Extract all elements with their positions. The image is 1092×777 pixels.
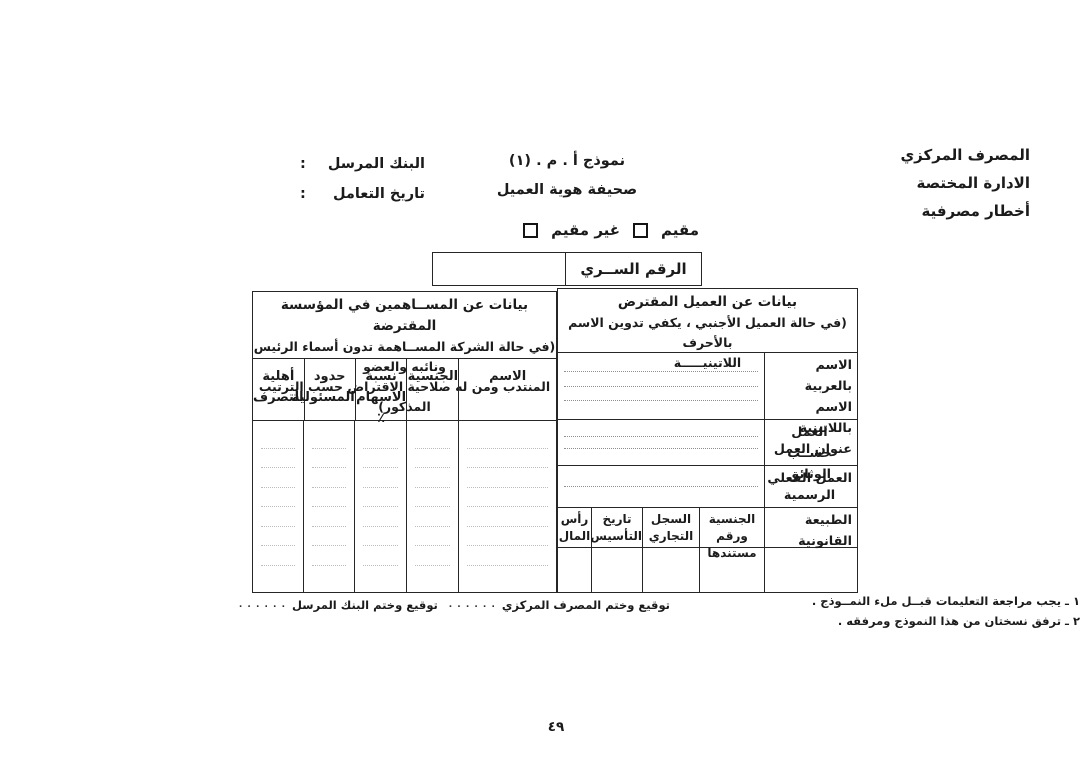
shareholders-table-subtitle-1: (في حالة الشركة المســاهمة تدون أسماء ال… (253, 339, 556, 374)
borrower-table-subtitle-1: (في حالة العميل الأجنبي ، يكفي تدوين الا… (568, 315, 847, 350)
commercial-register-header-line1: السجل (650, 512, 692, 526)
borrower-table-title: بيانات عن العميل المقترض (617, 294, 798, 310)
sending-bank-signature-line[interactable]: . . . . . . . . . . . . . . . . . (234, 600, 287, 610)
residency-row: مقيم غير مقيم (523, 221, 699, 239)
shareholders-column-headers: الاسم الجنسية نسبة الاسهام ٪ حدود المسئو… (253, 359, 556, 426)
nationality-header-line1: الجنسية (708, 512, 756, 526)
transaction-date-value[interactable] (306, 179, 333, 209)
share-percentage-header: نسبة الاسهام ٪ (354, 359, 407, 426)
central-bank-signature-label: توقيع وختم المصرف المركزي (501, 598, 670, 612)
capacity-to-act-header-line2: التصرف (253, 390, 304, 405)
resident-checkbox[interactable] (633, 222, 649, 238)
signature-row: توقيع وختم المصرف المركزي . . . . . . . … (234, 598, 670, 612)
work-address-label: عنوان العمل (773, 442, 852, 457)
non-resident-checkbox[interactable] (523, 222, 539, 238)
secret-number-label: الرقم الســري (565, 253, 701, 285)
actual-work-row: العمل الفعلي (558, 466, 857, 508)
page-title: صحيفة هوية العميل (496, 182, 638, 198)
nationality-header-line2: ورقم مستندها (707, 529, 757, 560)
org-name: المصرف المركزي (900, 146, 1030, 164)
shareholders-table-header: بيانات عن المســاهمين في المؤسسة المقترض… (253, 292, 556, 414)
liability-limits-header: حدود المسئولية (291, 359, 355, 420)
legal-nature-value-cell[interactable] (764, 548, 857, 592)
footer-note-2: ٢ ـ ترفق نسختان من هذا النموذج ومرفقه . (837, 614, 1080, 628)
nationality-value-cell[interactable] (699, 548, 764, 592)
transaction-date-colon: : (300, 186, 306, 202)
page-number: ٤٩ (547, 719, 565, 735)
commercial-register-header-line2: التجاري (648, 529, 694, 543)
shareholders-table-title: بيانات عن المســاهمين في المؤسسة المقترض… (280, 297, 529, 334)
shareholder-nationality-column[interactable] (406, 421, 458, 592)
sending-bank-label: البنك المرسل (327, 156, 425, 172)
central-bank-signature-line[interactable]: . . . . . . . . . . . . . . . . . (444, 600, 496, 610)
legal-nature-label-cell: الطبيعة القانونية (764, 508, 857, 549)
transaction-date-row: تاريخ التعامل : (300, 179, 425, 209)
non-resident-label: غير مقيم (551, 221, 621, 239)
borrower-table-subtitle-2: اللاتينيـــــة (673, 355, 742, 370)
capital-header-line2: المال (558, 529, 591, 543)
header-bank-block: البنك المرسل : تاريخ التعامل : (300, 149, 425, 209)
capital-header-line1: رأس (560, 512, 589, 526)
sending-bank-row: البنك المرسل : (300, 149, 425, 179)
latin-name-label: الاسم باللاتينية (799, 400, 852, 436)
establishment-date-value-cell[interactable] (591, 548, 642, 592)
shareholder-name-header: الاسم (458, 359, 556, 420)
footer-note-1: ١ ـ يجب مراجعة التعليمات قبــل ملء النمـ… (811, 594, 1080, 608)
sending-bank-signature-label: توقيع وختم البنك المرسل (292, 598, 438, 612)
capacity-to-act-column[interactable] (253, 421, 303, 592)
borrower-table: بيانات عن العميل المقترض (في حالة العميل… (557, 288, 858, 593)
shareholders-table-body (253, 421, 556, 592)
transaction-date-label: تاريخ التعامل (332, 186, 425, 202)
commercial-register-value-cell[interactable] (642, 548, 699, 592)
resident-label: مقيم (661, 221, 699, 239)
arabic-name-label: الاسم بالعربية (804, 358, 852, 394)
capital-header: رأس المال (558, 508, 591, 547)
names-fill-area[interactable] (558, 353, 764, 419)
nationality-document-header: الجنسية ورقم مستندها (699, 508, 764, 560)
share-percentage-header-line2: الاسهام ٪ (356, 390, 407, 426)
header-org-block: المصرف المركزي الادارة المختصة أخطار مصر… (900, 141, 1030, 225)
liability-limits-header-line2: المسئولية (291, 390, 355, 405)
shareholder-nationality-header: الجنسية (406, 359, 458, 420)
work-per-documents-label-2: الوثائق الرسمية (783, 467, 836, 503)
capacity-to-act-header-line1: أهلية (262, 369, 295, 384)
names-row: الاسم بالعربية الاسم باللاتينية عنوان ال… (558, 353, 857, 457)
secret-number-value[interactable] (433, 253, 565, 285)
establishment-date-header: تاريخ التأسيس (590, 508, 642, 547)
share-percentage-column[interactable] (354, 421, 406, 592)
form-title-block: نموذج أ . م . (١) صحيفة هوية العميل (478, 147, 656, 205)
sending-bank-colon: : (300, 156, 306, 172)
work-per-documents-label-cell: العمل حســب الوثائق الرسمية (764, 420, 857, 503)
establishment-date-header-line2: التأسيس (590, 529, 642, 543)
legal-nature-header-row: الطبيعة القانونية الجنسية ورقم مستندها ا… (558, 508, 857, 560)
form-number: نموذج أ . م . (١) (508, 153, 626, 169)
work-per-documents-label-1: العمل حســب (787, 425, 832, 461)
org-risk-line: أخطار مصرفية (921, 202, 1031, 220)
borrower-table-header: بيانات عن العميل المقترض (في حالة العميل… (558, 289, 857, 370)
share-percentage-header-line1: نسبة (365, 369, 397, 384)
liability-limits-column[interactable] (303, 421, 354, 592)
legal-nature-values-row (558, 548, 857, 592)
shareholder-name-column[interactable] (458, 421, 556, 592)
work-per-documents-row: العمل حســب الوثائق الرسمية (558, 420, 857, 503)
sending-bank-value[interactable] (306, 149, 328, 179)
actual-work-label-cell: العمل الفعلي (764, 466, 857, 507)
secret-number-box: الرقم الســري (432, 252, 702, 286)
establishment-date-header-line1: تاريخ (602, 512, 632, 526)
shareholders-table: بيانات عن المســاهمين في المؤسسة المقترض… (252, 291, 557, 593)
org-department: الادارة المختصة (916, 174, 1030, 192)
capital-value-cell[interactable] (558, 548, 591, 592)
shareholder-nationality-header-line1: الجنسية (407, 369, 459, 384)
work-per-documents-fill-area[interactable] (558, 420, 764, 465)
shareholders-table-subtitle-2: المنتدب ومن له صلاحية الاقتراض حسب الترت… (258, 379, 551, 414)
actual-work-fill-area[interactable] (558, 466, 764, 507)
liability-limits-header-line1: حدود (313, 369, 346, 384)
names-labels-cell: الاسم بالعربية الاسم باللاتينية عنوان ال… (764, 353, 857, 457)
shareholder-name-header-line1: الاسم (489, 369, 527, 384)
commercial-register-header: السجل التجاري (642, 508, 699, 547)
capacity-to-act-header: أهلية التصرف (253, 359, 304, 420)
